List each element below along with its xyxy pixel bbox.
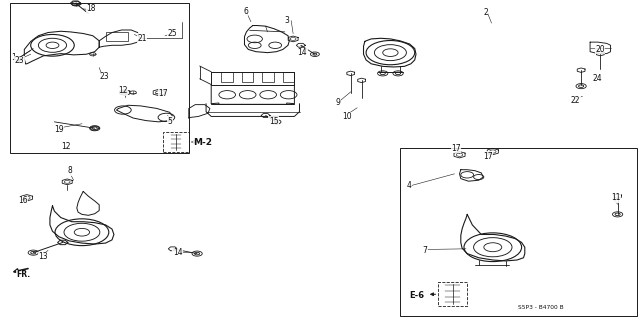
Bar	[163, 132, 189, 152]
Text: 12: 12	[61, 142, 71, 151]
Bar	[10, 3, 189, 153]
Text: 23: 23	[15, 56, 24, 65]
Text: 12: 12	[118, 86, 128, 95]
Bar	[438, 282, 467, 306]
Text: 16: 16	[18, 197, 28, 205]
Text: FR.: FR.	[16, 271, 30, 279]
Text: 22: 22	[571, 96, 580, 105]
Text: 9: 9	[336, 98, 341, 107]
Text: 17: 17	[483, 152, 493, 161]
Text: 17: 17	[451, 144, 461, 153]
Text: E-6: E-6	[410, 291, 425, 300]
Text: 20: 20	[595, 45, 605, 54]
Text: 23: 23	[99, 72, 109, 81]
Text: 13: 13	[38, 252, 48, 261]
Text: 19: 19	[54, 125, 64, 134]
Text: 1: 1	[12, 53, 16, 62]
Text: 24: 24	[593, 74, 602, 83]
Text: 3: 3	[285, 16, 290, 25]
Text: 2: 2	[483, 8, 488, 17]
Text: M-2: M-2	[193, 138, 212, 147]
Text: 8: 8	[67, 166, 72, 175]
Text: 7: 7	[422, 246, 428, 255]
Text: 14: 14	[173, 248, 182, 257]
Text: 4: 4	[407, 181, 412, 189]
Text: 25: 25	[168, 29, 177, 38]
Bar	[106, 32, 128, 41]
Text: 10: 10	[342, 112, 352, 121]
Text: S5P3 - B4700 B: S5P3 - B4700 B	[518, 305, 564, 310]
Text: 5: 5	[168, 117, 173, 126]
Text: 18: 18	[86, 4, 96, 13]
Text: 15: 15	[269, 117, 278, 126]
Bar	[400, 148, 637, 316]
Text: 17: 17	[158, 89, 168, 98]
Text: 6: 6	[243, 7, 248, 16]
Text: 11: 11	[611, 193, 621, 202]
Text: 21: 21	[138, 34, 147, 43]
Text: 14: 14	[298, 48, 307, 57]
